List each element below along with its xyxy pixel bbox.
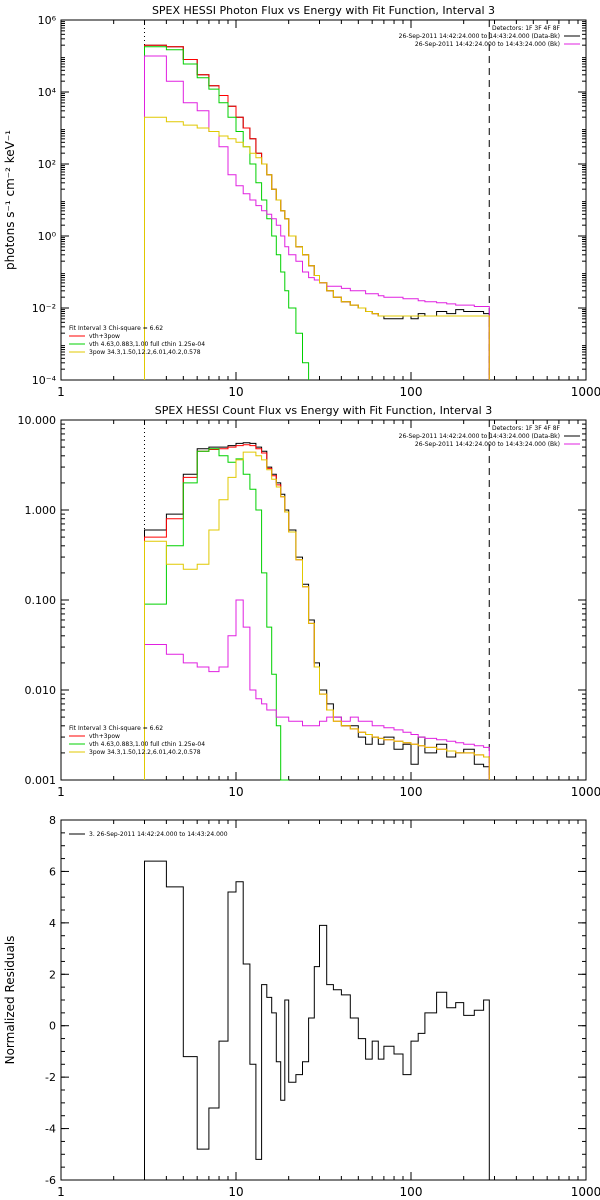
y-tick-label: 2	[49, 968, 56, 981]
y-tick-label: 10⁴	[38, 86, 57, 99]
y-tick-label: 6	[49, 865, 56, 878]
series-line-4	[144, 116, 490, 380]
legend-bottom-left-entry: Fit Interval 3 Chi-square = 6.62	[69, 325, 163, 332]
legend-bottom-left-entry: vth 4.63,0.883,1.00 full cthin 1.25e-04	[89, 741, 205, 748]
y-axis-label: photons s⁻¹ cm⁻² keV⁻¹	[3, 130, 17, 270]
legend-top-right-entry: 26-Sep-2011 14:42:24.000 to 14:43:24.000…	[399, 33, 560, 40]
legend-top-right-entry: 26-Sep-2011 14:42:24.000 to 14:43:24.000…	[415, 441, 560, 448]
legend-top-right-entry: Detectors: 1F 3F 4F 8F	[492, 425, 561, 432]
y-tick-label: 4	[49, 917, 56, 930]
chart-title: SPEX HESSI Photon Flux vs Energy with Fi…	[152, 4, 495, 17]
y-tick-label: 0.010	[25, 684, 57, 697]
y-tick-label: -4	[45, 1123, 56, 1136]
x-tick-label: 10	[228, 1185, 243, 1199]
series-line-1	[144, 444, 490, 780]
y-tick-label: 1.000	[25, 504, 57, 517]
x-tick-label: 1	[57, 385, 65, 399]
x-tick-label: 10	[228, 785, 243, 799]
series-line-3	[144, 55, 490, 380]
legend-bottom-left-entry: vth+3pow	[89, 733, 120, 740]
x-tick-label: 1000	[571, 385, 600, 399]
y-tick-label: 10⁻²	[32, 302, 56, 315]
y-tick-label: 10²	[38, 158, 56, 171]
y-tick-label: -2	[45, 1071, 56, 1084]
legend-bottom-left-entry: Fit Interval 3 Chi-square = 6.62	[69, 725, 163, 732]
series-line-1	[144, 44, 490, 380]
legend-top-right-entry: Detectors: 1F 3F 4F 8F	[492, 25, 561, 32]
legend-bottom-left-entry: vth 4.63,0.883,1.00 full cthin 1.25e-04	[89, 341, 205, 348]
series-line-0	[144, 860, 490, 1180]
y-tick-label: 10⁰	[38, 230, 57, 243]
series-line-2	[144, 448, 289, 781]
legend-top-right-entry: 26-Sep-2011 14:42:24.000 to 14:43:24.000…	[415, 41, 560, 48]
chart-title: SPEX HESSI Count Flux vs Energy with Fit…	[155, 404, 492, 417]
y-tick-label: 0.001	[25, 774, 57, 787]
y-tick-label: 10.000	[18, 414, 57, 427]
y-tick-label: 8	[49, 814, 56, 827]
series-line-0	[144, 44, 490, 380]
series-line-0	[144, 442, 490, 780]
y-tick-label: -6	[45, 1174, 56, 1187]
y-tick-label: 0	[49, 1020, 56, 1033]
x-tick-label: 1000	[571, 785, 600, 799]
legend-bottom-left-entry: vth+3pow	[89, 333, 120, 340]
x-tick-label: 100	[400, 785, 423, 799]
y-tick-label: 0.100	[25, 594, 57, 607]
legend-bottom-left-entry: 3pow 34.3,1.50,12.2,6.01,40.2,0.578	[89, 749, 201, 756]
legend-bottom-left-entry: 3pow 34.3,1.50,12.2,6.01,40.2,0.578	[89, 349, 201, 356]
x-tick-label: 100	[400, 385, 423, 399]
y-tick-label: 10⁶	[38, 14, 57, 27]
x-tick-label: 1	[57, 785, 65, 799]
series-line-2	[144, 46, 310, 380]
plot-frame	[60, 819, 587, 1181]
x-tick-label: 1	[57, 1185, 65, 1199]
plot-frame	[60, 19, 587, 381]
x-tick-label: 10	[228, 385, 243, 399]
series-line-4	[144, 451, 490, 780]
legend-top-left-entry: 3. 26-Sep-2011 14:42:24.000 to 14:43:24.…	[89, 831, 228, 838]
x-tick-label: 100	[400, 1185, 423, 1199]
x-tick-label: 1000	[571, 1185, 600, 1199]
legend-top-right-entry: 26-Sep-2011 14:42:24.000 to 14:43:24.000…	[399, 433, 560, 440]
y-axis-label: Normalized Residuals	[3, 936, 17, 1065]
series-line-3	[144, 599, 490, 780]
y-tick-label: 10⁻⁴	[32, 374, 57, 387]
